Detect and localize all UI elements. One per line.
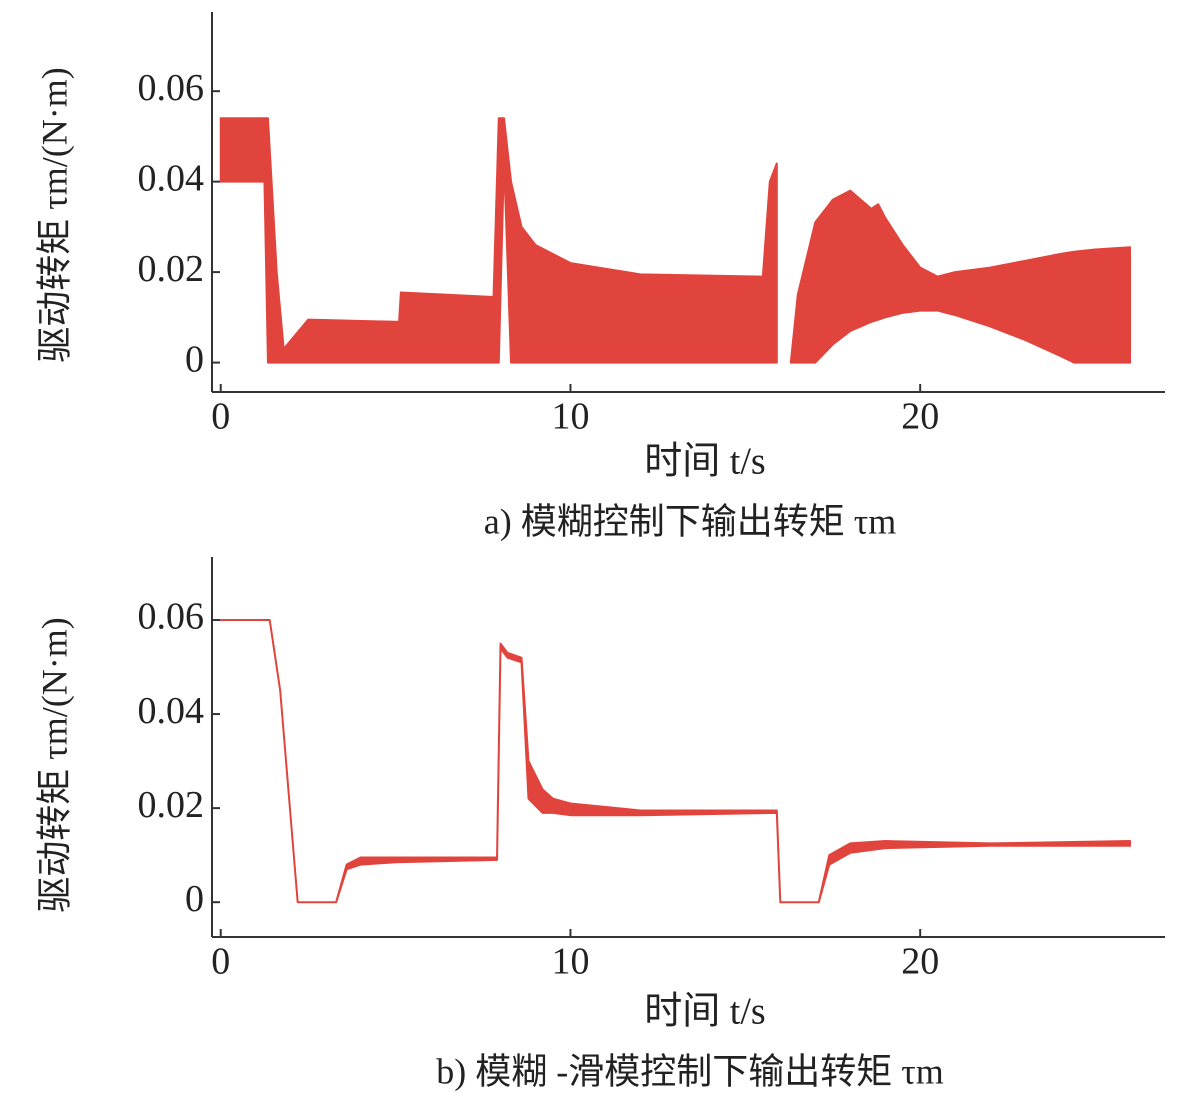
y-tick-label: 0 xyxy=(185,878,204,920)
x-tick-label: 20 xyxy=(901,396,939,438)
x-axis-label: 时间 t/s xyxy=(644,441,765,483)
x-tick-label: 20 xyxy=(901,941,939,983)
y-axis-label: 驱动转矩 τm/(N·m) xyxy=(34,67,74,362)
y-tick-label: 0.04 xyxy=(138,690,205,732)
x-tick-label: 0 xyxy=(211,941,230,983)
caption: a) 模糊控制下输出转矩 τm xyxy=(484,501,896,541)
x-tick-label: 0 xyxy=(211,396,230,438)
y-tick-label: 0.04 xyxy=(138,157,205,199)
y-tick-label: 0.02 xyxy=(138,248,205,290)
y-tick-label: 0 xyxy=(185,338,204,380)
y-tick-label: 0.02 xyxy=(138,784,205,826)
y-axis-label: 驱动转矩 τm/(N·m) xyxy=(34,617,74,912)
y-tick-label: 0.06 xyxy=(138,596,205,638)
caption: b) 模糊 -滑模控制下输出转矩 τm xyxy=(436,1051,943,1091)
y-tick-label: 0.06 xyxy=(138,67,205,109)
torque-band xyxy=(219,619,1132,904)
torque-band xyxy=(219,117,778,364)
torque-band xyxy=(789,189,1132,364)
x-tick-label: 10 xyxy=(551,941,589,983)
x-axis-label: 时间 t/s xyxy=(644,991,765,1033)
x-tick-label: 10 xyxy=(551,396,589,438)
